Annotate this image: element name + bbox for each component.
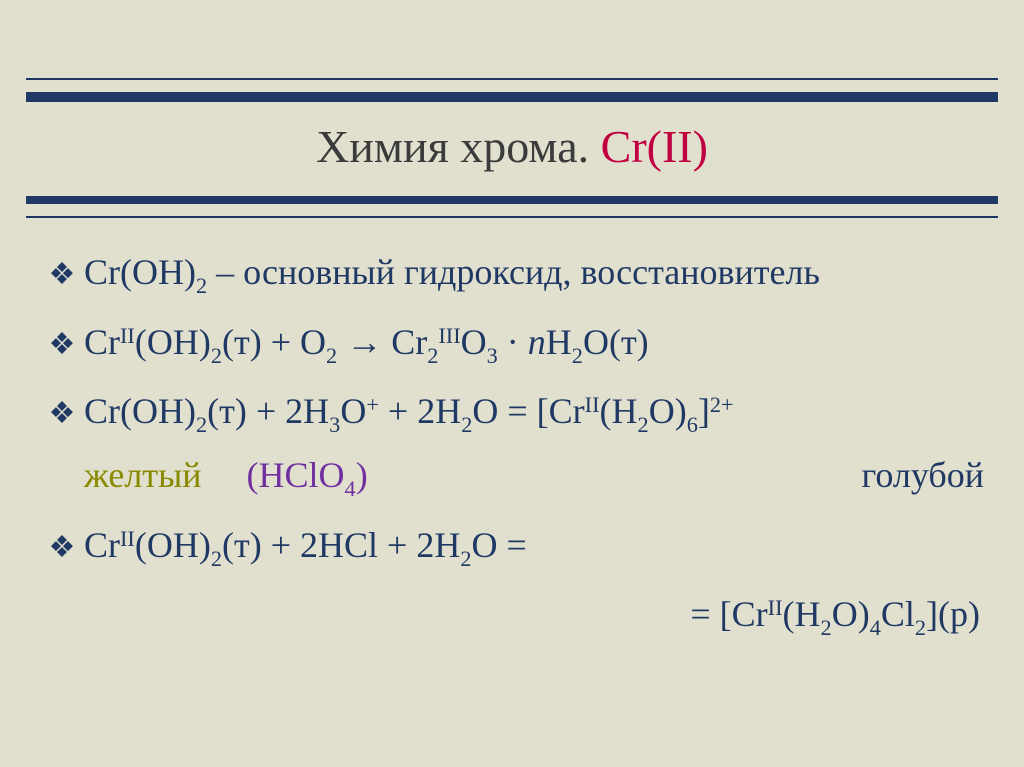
- slide-title: Химия хрома. Cr(II): [0, 120, 1024, 173]
- bullet-row-4: ❖ CrII(OH)2(т) + 2HCl + 2H2O =: [40, 521, 984, 571]
- line-2: CrII(OH)2(т) + O2 → Cr2IIIO3 · nH2O(т): [84, 318, 984, 368]
- bullet-icon: ❖: [40, 521, 84, 568]
- line-4: CrII(OH)2(т) + 2HCl + 2H2O =: [84, 521, 984, 571]
- line-1: Cr(OH)2 – основный гидроксид, восстанови…: [84, 248, 984, 298]
- label-blue: голубой: [862, 451, 984, 501]
- bullet-spacer: [40, 451, 84, 457]
- title-area: Химия хрома. Cr(II): [0, 120, 1024, 173]
- top-rule-thin: [26, 78, 998, 80]
- line-3: Cr(OH)2(т) + 2H3O+ + 2H2O = [CrII(H2O)6]…: [84, 387, 984, 437]
- line-3-labels: желтый (HClO4) голубой: [84, 451, 984, 501]
- slide: Химия хрома. Cr(II) ❖ Cr(OH)2 – основный…: [0, 0, 1024, 767]
- title-part-2: Cr(II): [601, 121, 708, 172]
- title-part-1: Химия хрома.: [316, 121, 601, 172]
- bullet-icon: ❖: [40, 248, 84, 295]
- bullet-row-1: ❖ Cr(OH)2 – основный гидроксид, восстано…: [40, 248, 984, 298]
- label-acid: (HClO4): [247, 455, 368, 495]
- top-rule-thick: [26, 92, 998, 102]
- bullet-row-2: ❖ CrII(OH)2(т) + O2 → Cr2IIIO3 · nH2O(т): [40, 318, 984, 368]
- mid-rule-thin: [26, 216, 998, 218]
- mid-rule-thick: [26, 196, 998, 204]
- label-yellow: желтый: [84, 455, 202, 495]
- bullet-row-3: ❖ Cr(OH)2(т) + 2H3O+ + 2H2O = [CrII(H2O)…: [40, 387, 984, 437]
- bullet-icon: ❖: [40, 318, 84, 365]
- label-yellow-pair: желтый (HClO4): [84, 451, 368, 501]
- color-labels-row: желтый (HClO4) голубой: [40, 451, 984, 501]
- bullet-icon: ❖: [40, 387, 84, 434]
- line-4-rhs: = [CrII(H2O)4Cl2](р): [40, 590, 980, 640]
- body: ❖ Cr(OH)2 – основный гидроксид, восстано…: [40, 248, 984, 640]
